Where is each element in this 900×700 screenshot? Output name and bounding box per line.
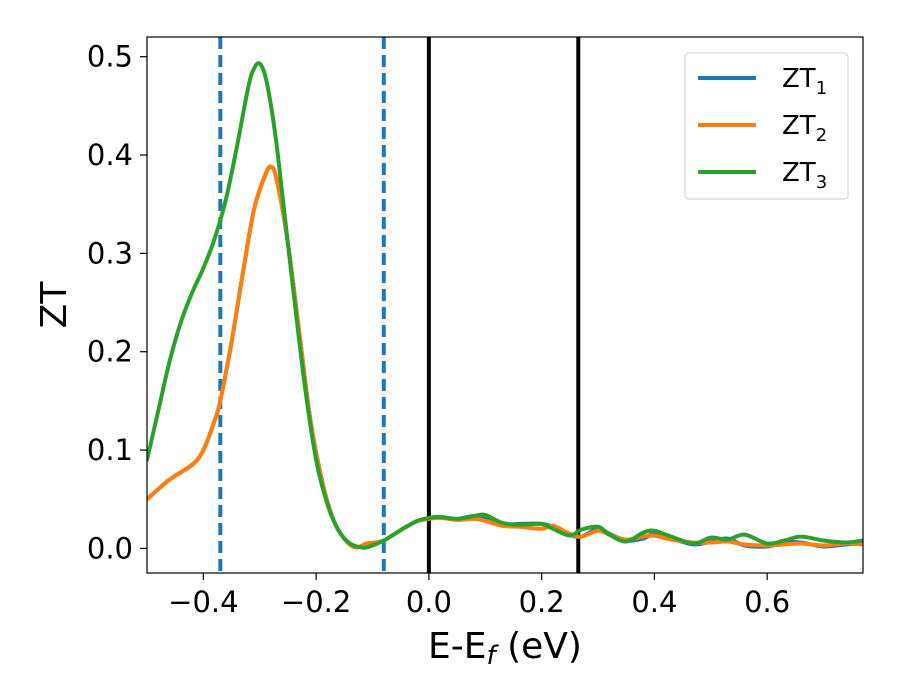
y-tick-label: 0.2 (87, 335, 133, 369)
legend-label-main: ZT (782, 111, 816, 141)
series-lines (147, 61, 863, 550)
y-axis-title: ZT (34, 281, 75, 329)
legend-label-subscript: 2 (816, 125, 827, 146)
legend-label-subscript: 3 (816, 172, 827, 193)
y-tick-label: 0.3 (87, 236, 133, 270)
plot-frame (146, 36, 864, 574)
x-axis-title: E-Ef (eV) (428, 626, 582, 671)
vertical-lines (218, 37, 581, 573)
legend-label-1: ZT1 (782, 64, 827, 99)
legend-label-main: ZT (782, 64, 816, 94)
x-tick-label: 0.2 (519, 585, 565, 619)
legend-label-3: ZT3 (782, 158, 827, 193)
x-axis-title-unit: (eV) (496, 626, 582, 667)
legend-label-subscript: 1 (816, 78, 827, 99)
y-tick-label: 0.1 (87, 433, 133, 467)
x-tick-label: 0.4 (631, 585, 677, 619)
legend-label-2: ZT2 (782, 111, 827, 146)
y-tick-label: 0.0 (87, 531, 133, 565)
y-tick-label: 0.5 (87, 40, 133, 74)
x-tick-label: −0.4 (168, 585, 238, 619)
y-axis-ticks: 0.0 0.1 0.2 0.3 0.4 0.5 (87, 40, 147, 565)
x-tick-label: 0.6 (744, 585, 790, 619)
x-tick-label: −0.2 (281, 585, 351, 619)
x-tick-label: 0.0 (406, 585, 452, 619)
legend-label-main: ZT (782, 158, 816, 188)
y-tick-label: 0.4 (87, 138, 133, 172)
x-axis-ticks: −0.4 −0.2 0.0 0.2 0.4 0.6 (168, 573, 790, 619)
series-line-3 (147, 61, 863, 550)
legend-box (684, 52, 849, 200)
x-axis-title-main: E-E (428, 626, 486, 667)
